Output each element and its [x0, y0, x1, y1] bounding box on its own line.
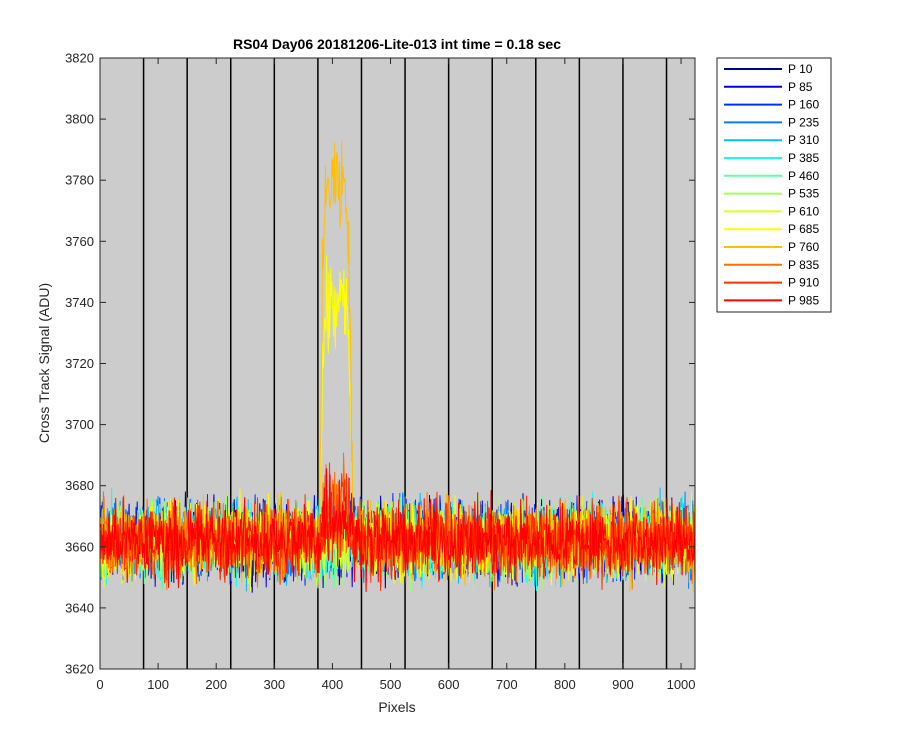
- y-axis-label: Cross Track Signal (ADU): [36, 283, 52, 443]
- chart-title: RS04 Day06 20181206-Lite-013 int time = …: [233, 36, 561, 52]
- series-line-p985: [100, 468, 696, 592]
- x-tick-label-300: 300: [263, 677, 285, 692]
- x-axis-ticks: 0 100 200 300 400 500 600 700 800 900 1000: [96, 58, 696, 692]
- legend: P 10 P 85 P 160 P 235 P 310 P 385 P 460 P 535 P …: [716, 57, 832, 313]
- y-tick-label-3800: 3800: [65, 112, 94, 127]
- y-tick-label-3820: 3820: [65, 51, 94, 66]
- legend-label-1: P 85: [788, 80, 813, 94]
- legend-label-10: P 760: [788, 240, 819, 254]
- x-tick-label-200: 200: [205, 677, 227, 692]
- legend-label-4: P 310: [788, 133, 819, 147]
- x-tick-label-800: 800: [554, 677, 576, 692]
- legend-label-13: P 985: [788, 293, 819, 307]
- x-tick-label-900: 900: [612, 677, 634, 692]
- legend-label-12: P 910: [788, 276, 819, 290]
- y-tick-label-3640: 3640: [65, 600, 94, 615]
- legend-label-6: P 460: [788, 169, 819, 183]
- y-tick-label-3680: 3680: [65, 478, 94, 493]
- legend-label-11: P 835: [788, 258, 819, 272]
- x-tick-label-0: 0: [96, 677, 103, 692]
- legend-label-0: P 10: [788, 62, 813, 76]
- legend-label-3: P 235: [788, 115, 819, 129]
- legend-label-8: P 610: [788, 204, 819, 218]
- y-tick-label-3660: 3660: [65, 539, 94, 554]
- y-tick-label-3780: 3780: [65, 173, 94, 188]
- y-tick-label-3740: 3740: [65, 295, 94, 310]
- y-tick-label-3760: 3760: [65, 234, 94, 249]
- legend-label-7: P 535: [788, 187, 819, 201]
- y-axis-ticks: 3620 3640 3660 3680 3700 3720 3740 3760 3780 3800…: [65, 51, 695, 677]
- legend-label-2: P 160: [788, 98, 819, 112]
- legend-label-5: P 385: [788, 151, 819, 165]
- legend-box: [716, 57, 832, 313]
- x-tick-label-700: 700: [496, 677, 518, 692]
- series-lines-group: [100, 140, 696, 594]
- x-tick-label-1000: 1000: [667, 677, 696, 692]
- y-tick-label-3720: 3720: [65, 356, 94, 371]
- x-tick-label-400: 400: [322, 677, 344, 692]
- x-axis-label: Pixels: [378, 699, 415, 715]
- x-tick-label-600: 600: [438, 677, 460, 692]
- y-tick-label-3700: 3700: [65, 417, 94, 432]
- x-tick-label-500: 500: [380, 677, 402, 692]
- legend-label-9: P 685: [788, 222, 819, 236]
- x-tick-label-100: 100: [147, 677, 169, 692]
- y-tick-label-3620: 3620: [65, 662, 94, 677]
